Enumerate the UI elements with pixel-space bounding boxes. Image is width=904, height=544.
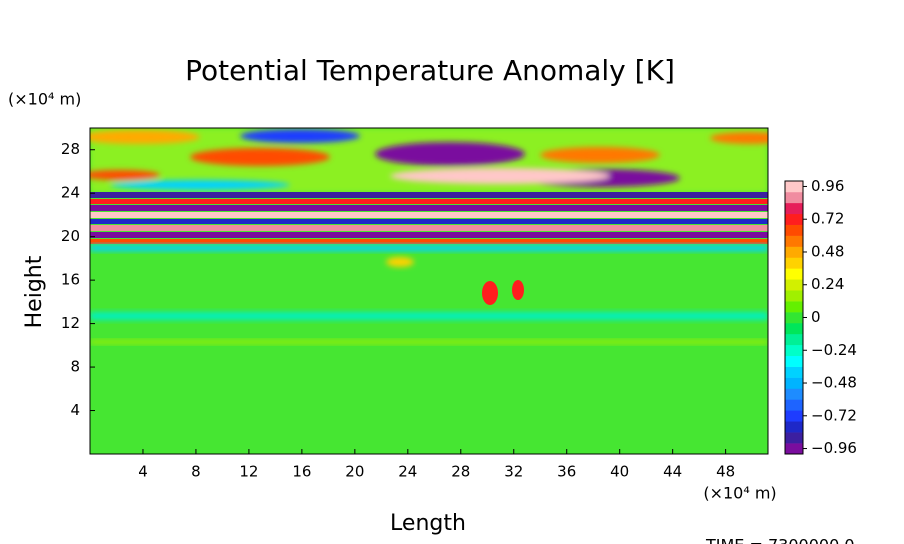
colorbar-cell (785, 290, 803, 302)
y-tick-label: 28 (61, 140, 80, 158)
x-tick-label: 20 (345, 463, 364, 481)
colorbar-cell (785, 257, 803, 269)
y-axis-label: Height (22, 255, 47, 328)
x-tick-label: 32 (504, 463, 523, 481)
x-tick-label: 16 (292, 463, 311, 481)
colorbar-cell (785, 333, 803, 346)
x-tick-label: 12 (239, 463, 258, 481)
colorbar-tick-label: 0.96 (811, 177, 844, 195)
y-tick-label: 4 (70, 401, 80, 419)
x-tick-label: 4 (138, 463, 148, 481)
y-tick-label: 24 (61, 184, 80, 202)
colorbar-tick-label: 0 (811, 308, 821, 326)
colorbar-tick-label: −0.72 (811, 406, 857, 424)
colorbar-cell (785, 399, 803, 411)
y-tick-label: 8 (70, 358, 80, 376)
colorbar-cell (785, 224, 803, 236)
x-tick-label: 28 (451, 463, 470, 481)
y-tick-label: 12 (61, 314, 80, 332)
colorbar-cell (785, 366, 803, 378)
colorbar-tick-label: −0.24 (811, 341, 857, 359)
colorbar-cell (785, 322, 803, 335)
colorbar-cell (785, 213, 803, 225)
x-tick-label: 48 (716, 463, 735, 481)
colorbar-tick-label: 0.48 (811, 242, 844, 260)
colorbar-cell (785, 301, 803, 313)
x-tick-label: 24 (398, 463, 417, 481)
colorbar-cell (785, 421, 803, 433)
x-tick-label: 8 (191, 463, 201, 481)
colorbar-cell (785, 432, 803, 444)
colorbar-cell (785, 312, 803, 324)
colorbar-cell (785, 235, 803, 247)
colorbar-tick-label: −0.48 (811, 374, 857, 392)
colorbar-cell (785, 377, 803, 389)
colorbar-cell (785, 268, 803, 280)
plot-frame (89, 127, 769, 455)
colorbar-cell (785, 279, 803, 291)
colorbar-cell (785, 388, 803, 400)
x-tick-label: 44 (663, 463, 682, 481)
colorbar-tick-label: 0.24 (811, 275, 844, 293)
colorbar-cell (785, 191, 803, 204)
colorbar-tick-label: 0.72 (811, 210, 844, 228)
colorbar-cell (785, 355, 803, 367)
colorbar-cell (785, 410, 803, 422)
time-annotation: TIME = 7300000.0 (705, 536, 855, 544)
colorbar-cell (785, 246, 803, 258)
x-unit: (×10⁴ m) (703, 484, 776, 503)
y-tick-label: 16 (61, 271, 80, 289)
x-axis-label: Length (390, 511, 466, 536)
colorbar-cell (785, 443, 803, 455)
colorbar-cell (785, 344, 803, 357)
field (90, 128, 768, 454)
x-tick-label: 40 (610, 463, 629, 481)
colorbar-tick-label: −0.96 (811, 439, 857, 457)
y-tick-label: 20 (61, 227, 80, 245)
y-unit: (×10⁴ m) (8, 90, 81, 109)
x-tick-label: 36 (557, 463, 576, 481)
colorbar-cell (785, 181, 803, 193)
chart-title: Potential Temperature Anomaly [K] (185, 54, 675, 87)
colorbar-cell (785, 202, 803, 215)
